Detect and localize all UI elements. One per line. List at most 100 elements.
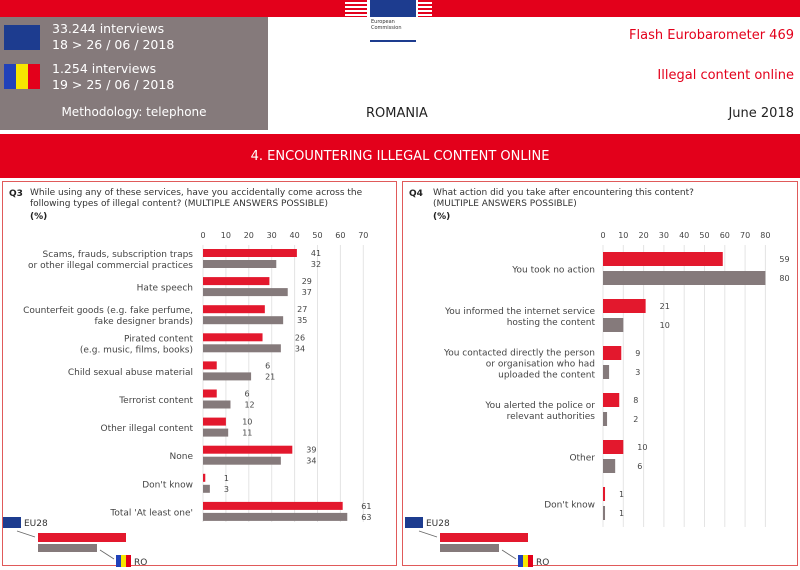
bar-eu28: [203, 305, 265, 314]
romania-flag-icon: [518, 555, 523, 567]
bar-ro: [603, 318, 624, 332]
tick-label: 30: [659, 231, 669, 240]
category-label: Scams, frauds, subscription traps or othe…: [28, 250, 193, 271]
legend: EU28 RO: [405, 517, 549, 568]
bar-ro: [203, 260, 277, 268]
tick-label: 30: [267, 231, 277, 240]
tick-label: 80: [760, 231, 770, 240]
category-label: Total 'At least one': [109, 508, 193, 518]
legend: EU28 RO: [3, 517, 147, 568]
ec-logo-text: European Commission: [371, 19, 402, 31]
unit-label: (%): [30, 212, 48, 222]
value-label-ro: 6: [637, 462, 642, 471]
tick-label: 50: [699, 231, 709, 240]
category-label-line: Terrorist content: [118, 396, 193, 406]
category-label: Counterfeit goods (e.g. fake perfume, fak…: [23, 306, 193, 327]
bar-eu28: [603, 487, 606, 501]
tick-label: 20: [244, 231, 254, 240]
category-label-line: Other: [569, 454, 595, 464]
bar-eu28: [203, 501, 343, 510]
bar-ro: [203, 456, 281, 465]
category-label-line: Scams, frauds, subscription traps: [43, 250, 194, 260]
category-label-line: You informed the internet service: [444, 307, 595, 317]
bar-ro: [203, 428, 229, 437]
bar-ro: [603, 412, 608, 426]
category-label: Don't know: [142, 480, 193, 490]
value-label-eu28: 59: [779, 255, 789, 264]
category-label-line: Don't know: [142, 480, 193, 490]
q4-panel: Q4 What action did you take after encoun…: [402, 181, 798, 566]
value-label-eu28: 27: [297, 305, 307, 314]
european-commission-logo: [370, 0, 416, 17]
value-label-eu28: 26: [295, 333, 305, 342]
value-label-eu28: 21: [660, 302, 670, 311]
question-text: What action did you take after encounter…: [433, 188, 694, 209]
value-label-ro: 63: [361, 513, 371, 522]
category-label: You alerted the police or relevant author…: [484, 401, 595, 422]
survey-title: Flash Eurobarometer 469: [629, 28, 794, 43]
value-label-ro: 11: [242, 429, 252, 438]
bar-ro: [203, 400, 231, 409]
bar-eu28: [603, 252, 723, 266]
value-label-ro: 32: [311, 260, 321, 269]
value-label-ro: 35: [297, 316, 307, 325]
category-label-line: Child sexual abuse material: [68, 368, 193, 378]
bar-eu28: [203, 361, 217, 370]
top-red-bar: [432, 0, 800, 17]
legend-bar-ro: [38, 544, 97, 552]
bar-eu28: [203, 277, 270, 286]
value-label-ro: 12: [244, 401, 254, 410]
question-text: While using any of these services, have …: [30, 188, 363, 209]
value-label-ro: 34: [295, 344, 305, 353]
tick-label: 10: [221, 231, 231, 240]
section-banner: 4. ENCOUNTERING ILLEGAL CONTENT ONLINE: [0, 134, 800, 178]
value-label-ro: 3: [224, 485, 229, 494]
legend-eu28-label: EU28: [24, 519, 48, 529]
bar-ro: [603, 459, 616, 473]
chart-q4: 0 10 20 30 40 50 60 70 80 You took no action 59 80 Y…: [405, 231, 790, 568]
romania-flag-icon: [4, 64, 40, 89]
legend-eu28-label: EU28: [426, 519, 450, 529]
tick-label: 0: [600, 231, 605, 240]
value-label-eu28: 39: [306, 446, 316, 455]
category-label-line: You contacted directly the person: [443, 349, 595, 359]
eu-flag-icon: [4, 25, 40, 50]
value-label-ro: 2: [633, 415, 638, 424]
category-label-line: (e.g. music, films, books): [80, 345, 193, 355]
legend-ro-label: RO: [134, 558, 147, 568]
bar-eu28: [603, 299, 646, 313]
methodology: Methodology: telephone: [61, 105, 207, 119]
value-label-eu28: 10: [242, 418, 252, 427]
category-label-line: Pirated content: [124, 334, 194, 344]
category-label: Don't know: [544, 501, 595, 511]
value-label-eu28: 1: [619, 490, 624, 499]
legend-connector: [99, 549, 115, 560]
bar-ro: [203, 316, 284, 325]
eu-interviews: 33.244 interviews: [52, 21, 165, 36]
ro-interviews: 1.254 interviews: [52, 61, 157, 76]
category-label: None: [170, 452, 194, 462]
value-label-eu28: 9: [635, 349, 640, 358]
tick-label: 70: [740, 231, 750, 240]
logo-stripes: [345, 0, 367, 17]
value-label-eu28: 6: [244, 390, 249, 399]
category-label-line: Total 'At least one': [109, 508, 193, 518]
bar-eu28: [203, 473, 206, 482]
survey-info-box: 33.244 interviews 18 > 26 / 06 / 2018 1.…: [0, 17, 268, 130]
category-label-line: or organisation who had: [486, 360, 595, 370]
value-label-eu28: 61: [361, 502, 371, 511]
tick-label: 40: [679, 231, 689, 240]
bar-eu28: [203, 389, 217, 398]
bar-eu28: [203, 249, 297, 257]
eu-dates: 18 > 26 / 06 / 2018: [52, 37, 175, 52]
category-label-line: Don't know: [544, 501, 595, 511]
tick-label: 70: [358, 231, 368, 240]
value-label-ro: 80: [779, 274, 789, 283]
value-label-eu28: 41: [311, 249, 321, 258]
logo-underline: [370, 40, 416, 42]
ro-dates: 19 > 25 / 06 / 2018: [52, 77, 175, 92]
chart-q3: 0 10 20 30 40 50 60 70 Scams, frauds, subscripti…: [3, 231, 371, 568]
bar-eu28: [203, 417, 226, 426]
bar-eu28: [203, 333, 263, 342]
